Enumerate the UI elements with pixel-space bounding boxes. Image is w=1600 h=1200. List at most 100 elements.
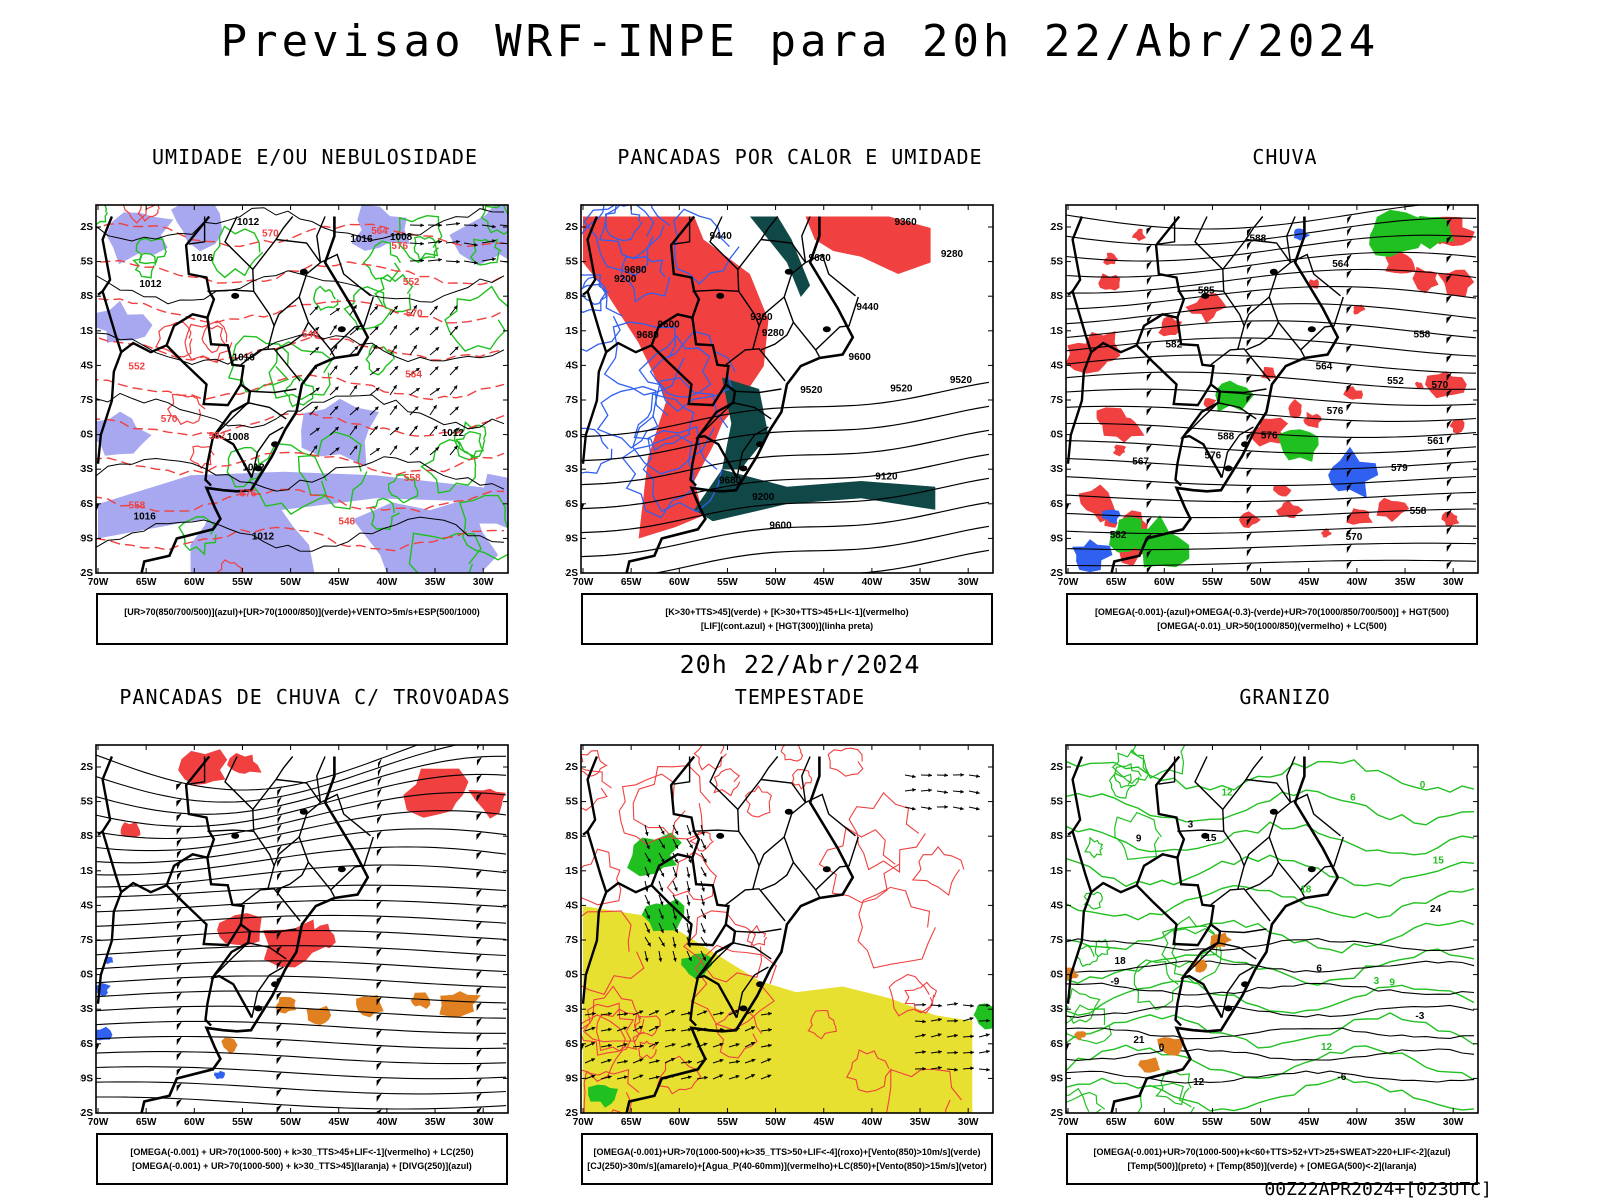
rain-red [1441,511,1460,526]
rain-blue [1293,228,1311,241]
wind-vector [454,366,459,371]
wind-vector [970,1003,974,1008]
hgt500-streamline-arrow [1446,205,1451,212]
thunder-orange [410,992,431,1009]
lat-label: 42S [1050,1108,1063,1119]
lon-label: 70W [88,1117,109,1128]
country-border [206,317,253,479]
streamline-red [715,1008,763,1059]
temp850-contour [1066,1087,1094,1113]
state-border [1243,238,1292,327]
map-frame [1065,204,1479,574]
lc250-streamline-arrow [276,945,282,955]
lat-label: 21S [1050,866,1063,877]
hgt500-streamline-arrow [1246,468,1252,478]
hgt500-streamline-arrow [1147,341,1152,352]
contour-label: 9680 [809,253,832,264]
lake [784,268,793,275]
wind-vector [701,901,705,906]
contour-label: 558 [129,501,146,512]
state-border [783,836,821,898]
contour-label: 1012 [139,279,162,290]
temp500-contour [1066,1048,1475,1062]
wind-vector [751,1026,756,1030]
rain-red [1320,528,1332,538]
lat-label: 36S [80,499,93,510]
thickness-red-contour [96,374,505,401]
map-layers [96,745,508,1113]
streamline-red [886,1068,962,1113]
wind-vector [922,1050,926,1054]
state-border [251,426,284,478]
state-border [249,388,297,394]
streamline-red [745,785,772,818]
wind-vector [413,425,418,430]
contour-label: 9680 [637,330,660,341]
state-border [188,756,206,785]
wind-vector [623,1042,628,1047]
map-frame [95,204,509,574]
lc250-streamline-arrow [176,949,182,959]
contour-label: 576 [240,488,257,499]
contour-label: 582 [1110,530,1127,541]
contour-label: 546 [302,330,319,341]
wind-vector [970,1034,974,1039]
wind-vector [686,901,691,906]
state-border [815,836,859,891]
streamline-red [582,985,645,1043]
temp500-contour [1066,1070,1475,1084]
lc250-streamline-arrow [276,1104,282,1113]
streamline-red [583,1068,640,1113]
hgt500-streamline [1066,354,1477,374]
contour-label: 576 [391,241,408,252]
lc250-streamline-arrow [276,1007,282,1017]
wind850-green [973,1003,993,1030]
country-border [204,977,215,1027]
humidity-green-contour [444,285,508,352]
contour-label: 552 [128,362,145,373]
lake [739,1005,748,1012]
wind-vector [750,1042,755,1046]
rain-blue [1101,509,1121,524]
hgt300-contour [850,549,990,573]
lat-label: 21S [565,326,578,337]
lc250-streamline-arrow [376,1077,382,1087]
rain-red [1449,419,1465,434]
thickness-red-contour [96,336,505,363]
rain-blue [1072,539,1113,573]
lat-label: 30S [565,970,578,981]
wind-vector [704,1075,708,1080]
contour-label: 9120 [875,472,898,483]
wind-vector [672,943,677,948]
lc250-streamline [96,791,507,840]
lon-label: 55W [1202,1117,1223,1128]
thickness-red-contour [96,526,505,552]
divergence-blue [213,1070,225,1080]
streamline-red [888,973,935,1017]
hgt300-contour [581,381,990,438]
contour-label: 558 [1414,329,1431,340]
state-border [1194,216,1224,270]
wind-vector [438,239,442,244]
streamline-red [635,1015,661,1037]
streamline-red [581,1002,635,1056]
state-border [273,238,322,327]
lc250-streamline [96,1020,506,1034]
lon-label: 30W [473,1117,494,1128]
lc250-streamline-arrow [476,905,482,914]
lat-label: 18S [565,291,578,302]
lc250-streamline-arrow [476,986,482,996]
hgt300-contour [652,525,990,573]
legend-box: [OMEGA(-0.001)-(azul)+OMEGA(-0.3)-(verde… [1066,593,1478,645]
contour-label: 1012 [242,462,265,473]
run-timestamp: 00Z22APR2024+[023UTC] [1264,1179,1492,1200]
lake [231,292,240,299]
contour-label: 564 [1316,362,1333,373]
lon-label: 65W [621,577,642,588]
contour-label: 6 [1350,792,1356,803]
wind-vector [435,388,440,392]
hgt500-streamline [1066,234,1477,262]
wind-vector [688,957,692,962]
streamline-red [581,767,612,811]
wind-vector [768,1028,772,1032]
